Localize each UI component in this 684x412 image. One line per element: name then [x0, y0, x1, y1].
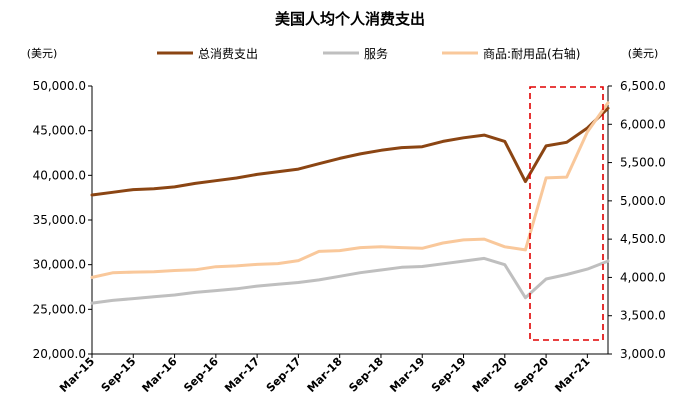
legend-label-2: 服务 [364, 46, 388, 61]
left-tick-label: 40,000.0 [33, 168, 86, 182]
highlight-box [529, 86, 604, 341]
x-tick-label: Mar-17 [222, 355, 262, 395]
right-tick-label: 3,500.0 [620, 309, 666, 323]
left-tick-label: 30,000.0 [33, 258, 86, 272]
right-tick-label: 4,500.0 [620, 232, 666, 246]
left-tick-label: 25,000.0 [33, 302, 86, 316]
left-tick-label: 50,000.0 [33, 79, 86, 93]
x-tick-label: Sep-17 [264, 355, 304, 395]
right-tick-label: 3,000.0 [620, 347, 666, 361]
legend-label-3: 商品:耐用品(右轴) [483, 46, 580, 61]
x-tick-label: Mar-19 [387, 355, 427, 395]
series-line-1 [90, 106, 610, 197]
x-tick-label: Sep-16 [181, 355, 221, 395]
x-tick-label: Sep-20 [512, 355, 552, 395]
x-tick-label: Sep-19 [429, 355, 469, 395]
left-tick-label: 20,000.0 [33, 347, 86, 361]
axes: 20,000.0 25,000.0 30,000.0 35,000.0 40,000.0… [33, 79, 666, 395]
right-axis-unit: (美元) [628, 47, 659, 60]
x-tick-label: Sep-15 [99, 355, 139, 395]
left-axis-unit: (美元) [27, 47, 58, 60]
right-tick-label: 4,000.0 [620, 270, 666, 284]
left-tick-label: 35,000.0 [33, 213, 86, 227]
right-tick-label: 6,000.0 [620, 117, 666, 131]
x-tick-label: Mar-18 [305, 355, 345, 395]
right-tick-label: 5,000.0 [620, 194, 666, 208]
legend-label-1: 总消费支出 [198, 47, 258, 61]
legend: 总消费支出 服务 商品:耐用品(右轴) [157, 46, 580, 61]
series-line-2 [90, 256, 610, 305]
right-tick-label: 5,500.0 [620, 156, 666, 170]
right-tick-label: 6,500.0 [620, 79, 666, 93]
series-layer [90, 101, 610, 305]
left-tick-label: 45,000.0 [33, 124, 86, 138]
series-line-3 [90, 101, 610, 279]
x-tick-label: Mar-20 [470, 355, 510, 395]
x-tick-label: Mar-21 [552, 355, 592, 395]
x-tick-label: Sep-18 [346, 355, 386, 395]
chart-title: 美国人均个人消费支出 [275, 10, 425, 28]
x-tick-label: Mar-16 [140, 355, 180, 395]
